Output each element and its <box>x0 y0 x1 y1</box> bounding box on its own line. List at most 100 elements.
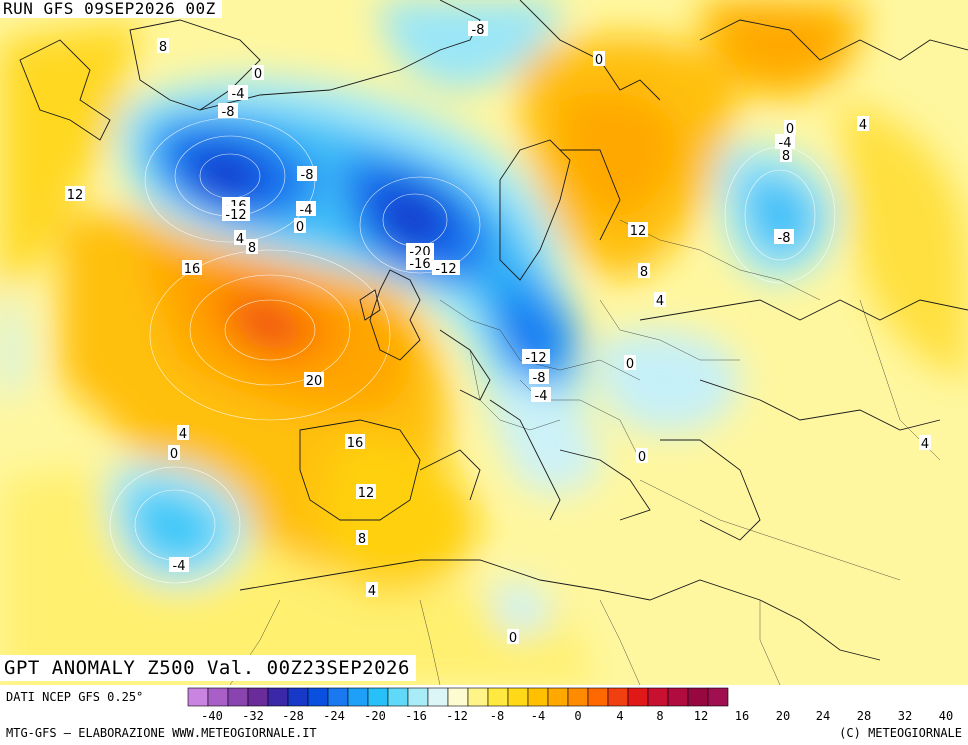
contour-label-bg <box>177 425 189 440</box>
colorbar-tick-label: -16 <box>405 709 427 723</box>
contour-label-bg <box>593 51 605 66</box>
colorbar-swatches <box>187 687 729 707</box>
contour-label: -8 <box>778 231 791 246</box>
colorbar-swatch <box>367 687 389 707</box>
contour-label-bg <box>296 201 316 216</box>
colorbar-swatch <box>667 687 689 707</box>
contour-label-bg <box>65 186 85 201</box>
contour-label: 0 <box>170 447 178 462</box>
contour-label-bg <box>636 448 648 463</box>
contour-label: 8 <box>782 149 790 164</box>
colorbar-tick-label: -28 <box>282 709 304 723</box>
colorbar-swatch <box>707 687 729 707</box>
contour-label: -4 <box>535 389 548 404</box>
contour-label-bg <box>774 229 794 244</box>
colorbar-swatch <box>267 687 289 707</box>
contour-label: -8 <box>533 371 546 386</box>
colorbar-swatch <box>207 687 229 707</box>
colorbar-swatch <box>247 687 269 707</box>
contour-label-bg <box>168 445 180 460</box>
colorbar-tick-label: -40 <box>201 709 223 723</box>
contour-label-bg <box>531 387 551 402</box>
colorbar-swatch <box>387 687 409 707</box>
contour-label: 4 <box>656 294 664 309</box>
contour-label: 4 <box>179 427 187 442</box>
colorbar-swatch <box>527 687 549 707</box>
contour-label: 8 <box>358 532 366 547</box>
contour-label-bg <box>218 103 238 118</box>
contour-label-bg <box>780 147 792 162</box>
contour-label: 12 <box>358 486 375 501</box>
contour-label-bg <box>345 434 365 449</box>
contour-label: 0 <box>626 357 634 372</box>
contour-label-bg <box>654 292 666 307</box>
contour-label-bg <box>775 134 795 149</box>
contour-label: 0 <box>254 67 262 82</box>
colorbar-swatch <box>407 687 429 707</box>
colorbar-swatch <box>487 687 509 707</box>
contour-label-bg <box>246 239 258 254</box>
colorbar-tick-label: 20 <box>776 709 790 723</box>
colorbar-swatch <box>467 687 489 707</box>
contour-label: 4 <box>368 584 376 599</box>
colorbar-swatch <box>547 687 569 707</box>
contour-label: 0 <box>786 122 794 137</box>
borders <box>229 219 941 685</box>
contour-label-bg <box>529 369 549 384</box>
contour-label-bg <box>304 372 324 387</box>
contour-label: 0 <box>595 53 603 68</box>
colorbar-swatch <box>447 687 469 707</box>
colorbar-swatch <box>627 687 649 707</box>
contour-label: 20 <box>306 374 323 389</box>
colorbar-tick-label: -24 <box>323 709 345 723</box>
contour-label-bg <box>784 120 796 135</box>
colorbar-tick-label: 28 <box>857 709 871 723</box>
colorbar-swatch <box>567 687 589 707</box>
map-title: GPT ANOMALY Z500 Val. 00Z23SEP2026 <box>0 655 416 681</box>
colorbar-swatch <box>427 687 449 707</box>
contour-label: 16 <box>184 262 201 277</box>
contour-label: -8 <box>301 168 314 183</box>
run-label: RUN GFS 09SEP2026 00Z <box>0 0 222 18</box>
colorbar-swatch <box>607 687 629 707</box>
colorbar-swatch <box>227 687 249 707</box>
contour-label-bg <box>432 260 460 275</box>
colorbar-swatch <box>327 687 349 707</box>
contour-label-bg <box>468 21 488 36</box>
contour-label: 8 <box>640 265 648 280</box>
contour-label: -8 <box>222 105 235 120</box>
colorbar-tick-label: 40 <box>939 709 953 723</box>
contour-label: 16 <box>347 436 364 451</box>
contour-label: 8 <box>248 241 256 256</box>
contour-label-bg <box>638 263 650 278</box>
contour-label-bg <box>522 349 550 364</box>
colorbar-ticks: -40 -32 -28 -24 -20 -16 -12 -8 -4 0 4 8 12 16 20 24 28 32… <box>201 709 953 723</box>
colorbar-swatch <box>287 687 309 707</box>
colorbar-tick-label: 16 <box>735 709 749 723</box>
contour-label-bg <box>624 355 636 370</box>
contour-label: 0 <box>296 220 304 235</box>
colorbar-tick-label: -8 <box>490 709 504 723</box>
contour-label-bg <box>406 243 434 258</box>
colorbar-swatch <box>187 687 209 707</box>
contour-label-bg <box>507 629 519 644</box>
contour-label-bg <box>919 435 931 450</box>
anomaly-map: 80-4-8-812-8-16-12-4048-20-16-1216200-12… <box>0 0 968 685</box>
contour-label: 0 <box>509 631 517 646</box>
contour-label-bg <box>222 206 250 221</box>
colorbar-swatch <box>687 687 709 707</box>
contour-label-bg <box>628 222 648 237</box>
contour-label: 4 <box>236 232 244 247</box>
contour-label: -12 <box>525 351 546 366</box>
contour-label-bg <box>366 582 378 597</box>
source-label: DATI NCEP GFS 0.25° <box>6 690 144 704</box>
contour-label: 12 <box>630 224 647 239</box>
contour-label-bg <box>356 530 368 545</box>
contour-label: -4 <box>779 136 792 151</box>
contour-label-bg <box>857 116 869 131</box>
contour-label-bg <box>252 65 264 80</box>
colorbar-tick-label: -20 <box>364 709 386 723</box>
contour-label: 0 <box>638 450 646 465</box>
contour-label-group: 80-4-8-812-8-16-12-4048-20-16-1216200-12… <box>65 21 931 646</box>
colorbar-tick-label: -4 <box>531 709 545 723</box>
